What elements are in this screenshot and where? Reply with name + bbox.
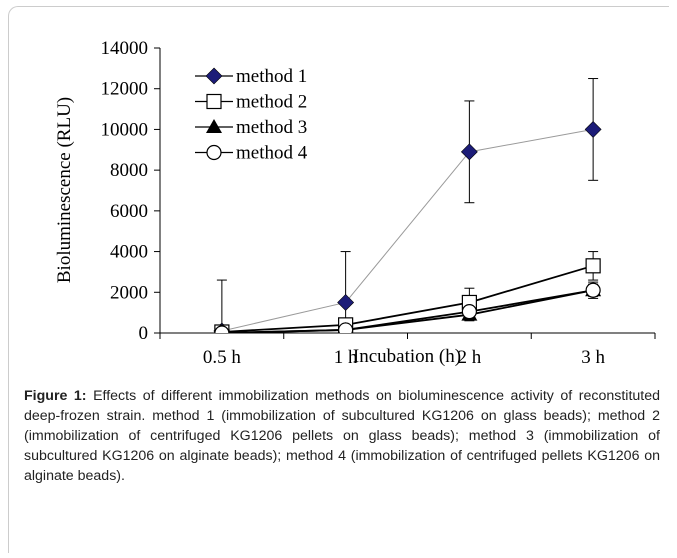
legend-marker bbox=[206, 144, 222, 161]
chart: Bioluminescence (RLU) Incubation (h) 0 20… bbox=[54, 38, 656, 368]
plot-area bbox=[213, 78, 602, 333]
legend-label: method 2 bbox=[236, 92, 307, 113]
legend-label: method 1 bbox=[236, 66, 307, 87]
legend-label: method 3 bbox=[236, 117, 307, 138]
caption-text: Effects of different immobilization meth… bbox=[24, 388, 661, 484]
legend-marker bbox=[206, 93, 222, 110]
y-tick-label: 14000 bbox=[101, 38, 149, 59]
y-tick-label: 8000 bbox=[110, 160, 148, 181]
y-tick-label: 0 bbox=[139, 323, 149, 344]
series-line bbox=[221, 128, 594, 332]
series-line bbox=[221, 289, 594, 333]
y-tick-label: 2000 bbox=[110, 282, 148, 303]
x-tick-label: 0.5 h bbox=[203, 347, 242, 368]
data-point bbox=[585, 282, 601, 298]
data-point bbox=[584, 121, 602, 138]
data-point bbox=[214, 325, 230, 333]
x-tick-label: 3 h bbox=[581, 347, 605, 368]
y-axis-label: Bioluminescence (RLU) bbox=[54, 97, 75, 283]
legend-marker bbox=[205, 67, 223, 85]
legend-label: method 4 bbox=[236, 143, 308, 164]
x-tick-label: 1 h bbox=[334, 347, 358, 368]
data-point bbox=[585, 258, 601, 274]
data-point bbox=[337, 294, 355, 311]
data-point bbox=[460, 143, 478, 161]
caption-label: Figure 1: bbox=[24, 388, 87, 404]
data-point bbox=[338, 322, 354, 333]
caption: Figure 1: Effects of different immobiliz… bbox=[24, 386, 660, 486]
series-line bbox=[221, 289, 594, 333]
y-tick-label: 6000 bbox=[110, 201, 148, 222]
y-tick-label: 4000 bbox=[110, 242, 148, 263]
x-axis-label: Incubation (h) bbox=[353, 346, 461, 367]
x-tick-label: 2 h bbox=[458, 347, 482, 368]
legend-marker bbox=[206, 119, 222, 133]
y-tick-label: 12000 bbox=[101, 79, 149, 100]
figure-frame bbox=[8, 6, 669, 553]
data-point bbox=[461, 304, 477, 320]
series-line bbox=[221, 264, 594, 333]
y-tick-label: 10000 bbox=[101, 119, 149, 140]
